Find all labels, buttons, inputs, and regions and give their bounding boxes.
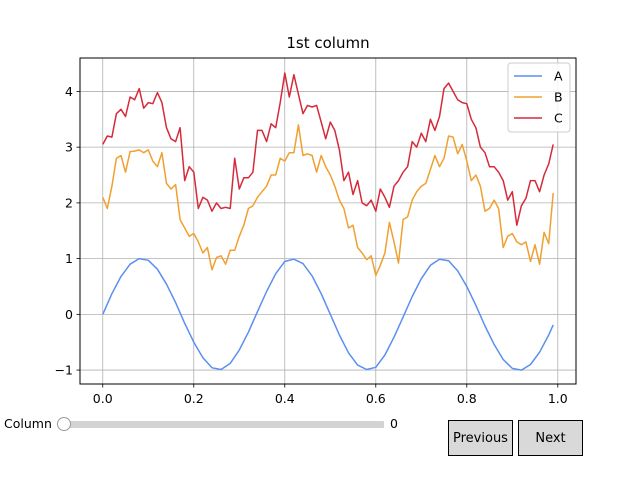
x-axis: 0.0 0.2 0.4 0.6 0.8 1.0 (93, 384, 568, 406)
plot-area: 0.0 0.2 0.4 0.6 0.8 1.0 −1 0 1 2 3 4 1st column AB… (55, 34, 577, 406)
slider-label: Column (4, 416, 52, 431)
next-button[interactable]: Next (518, 420, 583, 456)
x-tick-label: 0.4 (275, 391, 295, 406)
y-tick-label: 1 (65, 251, 73, 266)
y-tick-label: 4 (65, 84, 73, 99)
legend-entry: C (554, 111, 563, 126)
axes-frame (79, 57, 577, 385)
x-tick-label: 1.0 (548, 391, 568, 406)
y-tick-label: 3 (65, 140, 73, 155)
x-tick-label: 0.8 (457, 391, 477, 406)
y-axis: −1 0 1 2 3 4 (55, 84, 80, 378)
slider-handle[interactable] (57, 417, 71, 431)
x-tick-label: 0.2 (184, 391, 204, 406)
series-lines (102, 72, 554, 371)
previous-button[interactable]: Previous (448, 420, 513, 456)
y-tick-label: 2 (65, 195, 73, 210)
x-tick-label: 0.6 (366, 391, 386, 406)
axes-background (80, 58, 576, 384)
legend-entry: A (554, 69, 563, 84)
chart-title: 1st column (286, 34, 369, 52)
series-line-c (102, 72, 554, 226)
legend-entry: B (554, 90, 563, 105)
series-line-a (102, 257, 554, 371)
column-slider[interactable] (57, 417, 384, 431)
y-tick-label: −1 (55, 363, 73, 378)
legend: ABC (507, 62, 571, 133)
y-tick-label: 0 (65, 307, 73, 322)
slider-value: 0 (390, 416, 398, 431)
x-tick-label: 0.0 (93, 391, 113, 406)
series-line-b (102, 124, 554, 277)
